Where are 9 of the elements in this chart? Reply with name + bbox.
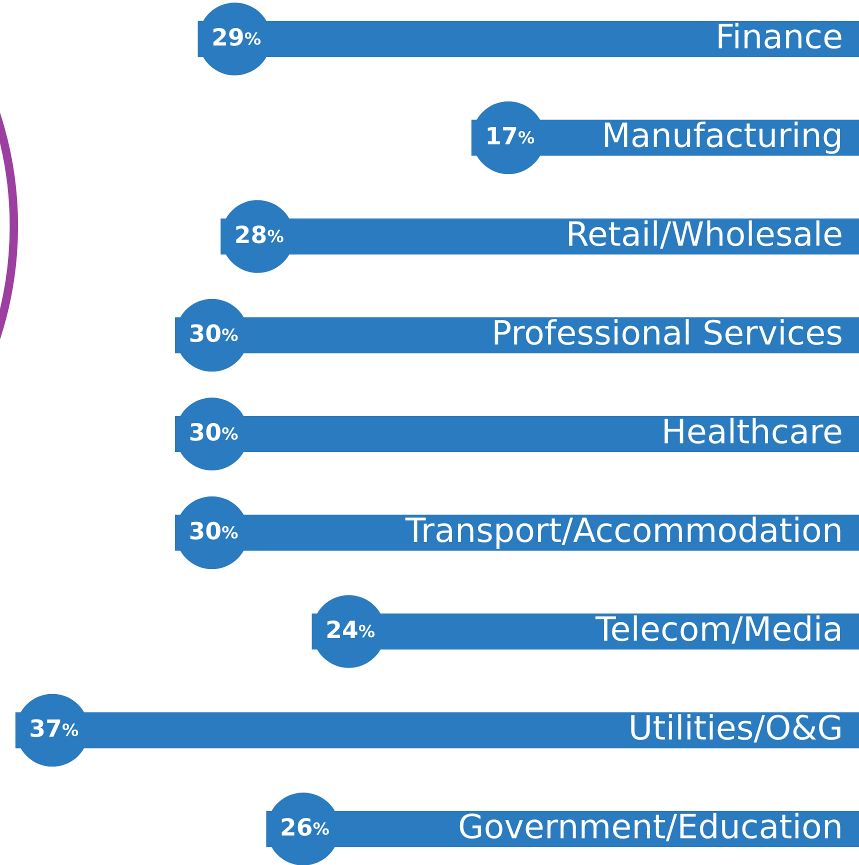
y-tick-label: Finance: [718, 22, 842, 49]
y-tick-label: Healthcare: [664, 418, 842, 444]
y-tick-label: Government/Education: [460, 812, 840, 842]
y-tick-label: Professional Services: [494, 319, 842, 345]
y-tick-label: Transport/Accommodation: [405, 516, 840, 549]
y-tick-label: Manufacturing: [604, 122, 840, 154]
y-tick-label: Utilities/O&G: [631, 714, 840, 743]
y-tick-label: Telecom/Media: [595, 615, 840, 644]
y-tick-label: Retail/Wholesale: [569, 220, 842, 249]
